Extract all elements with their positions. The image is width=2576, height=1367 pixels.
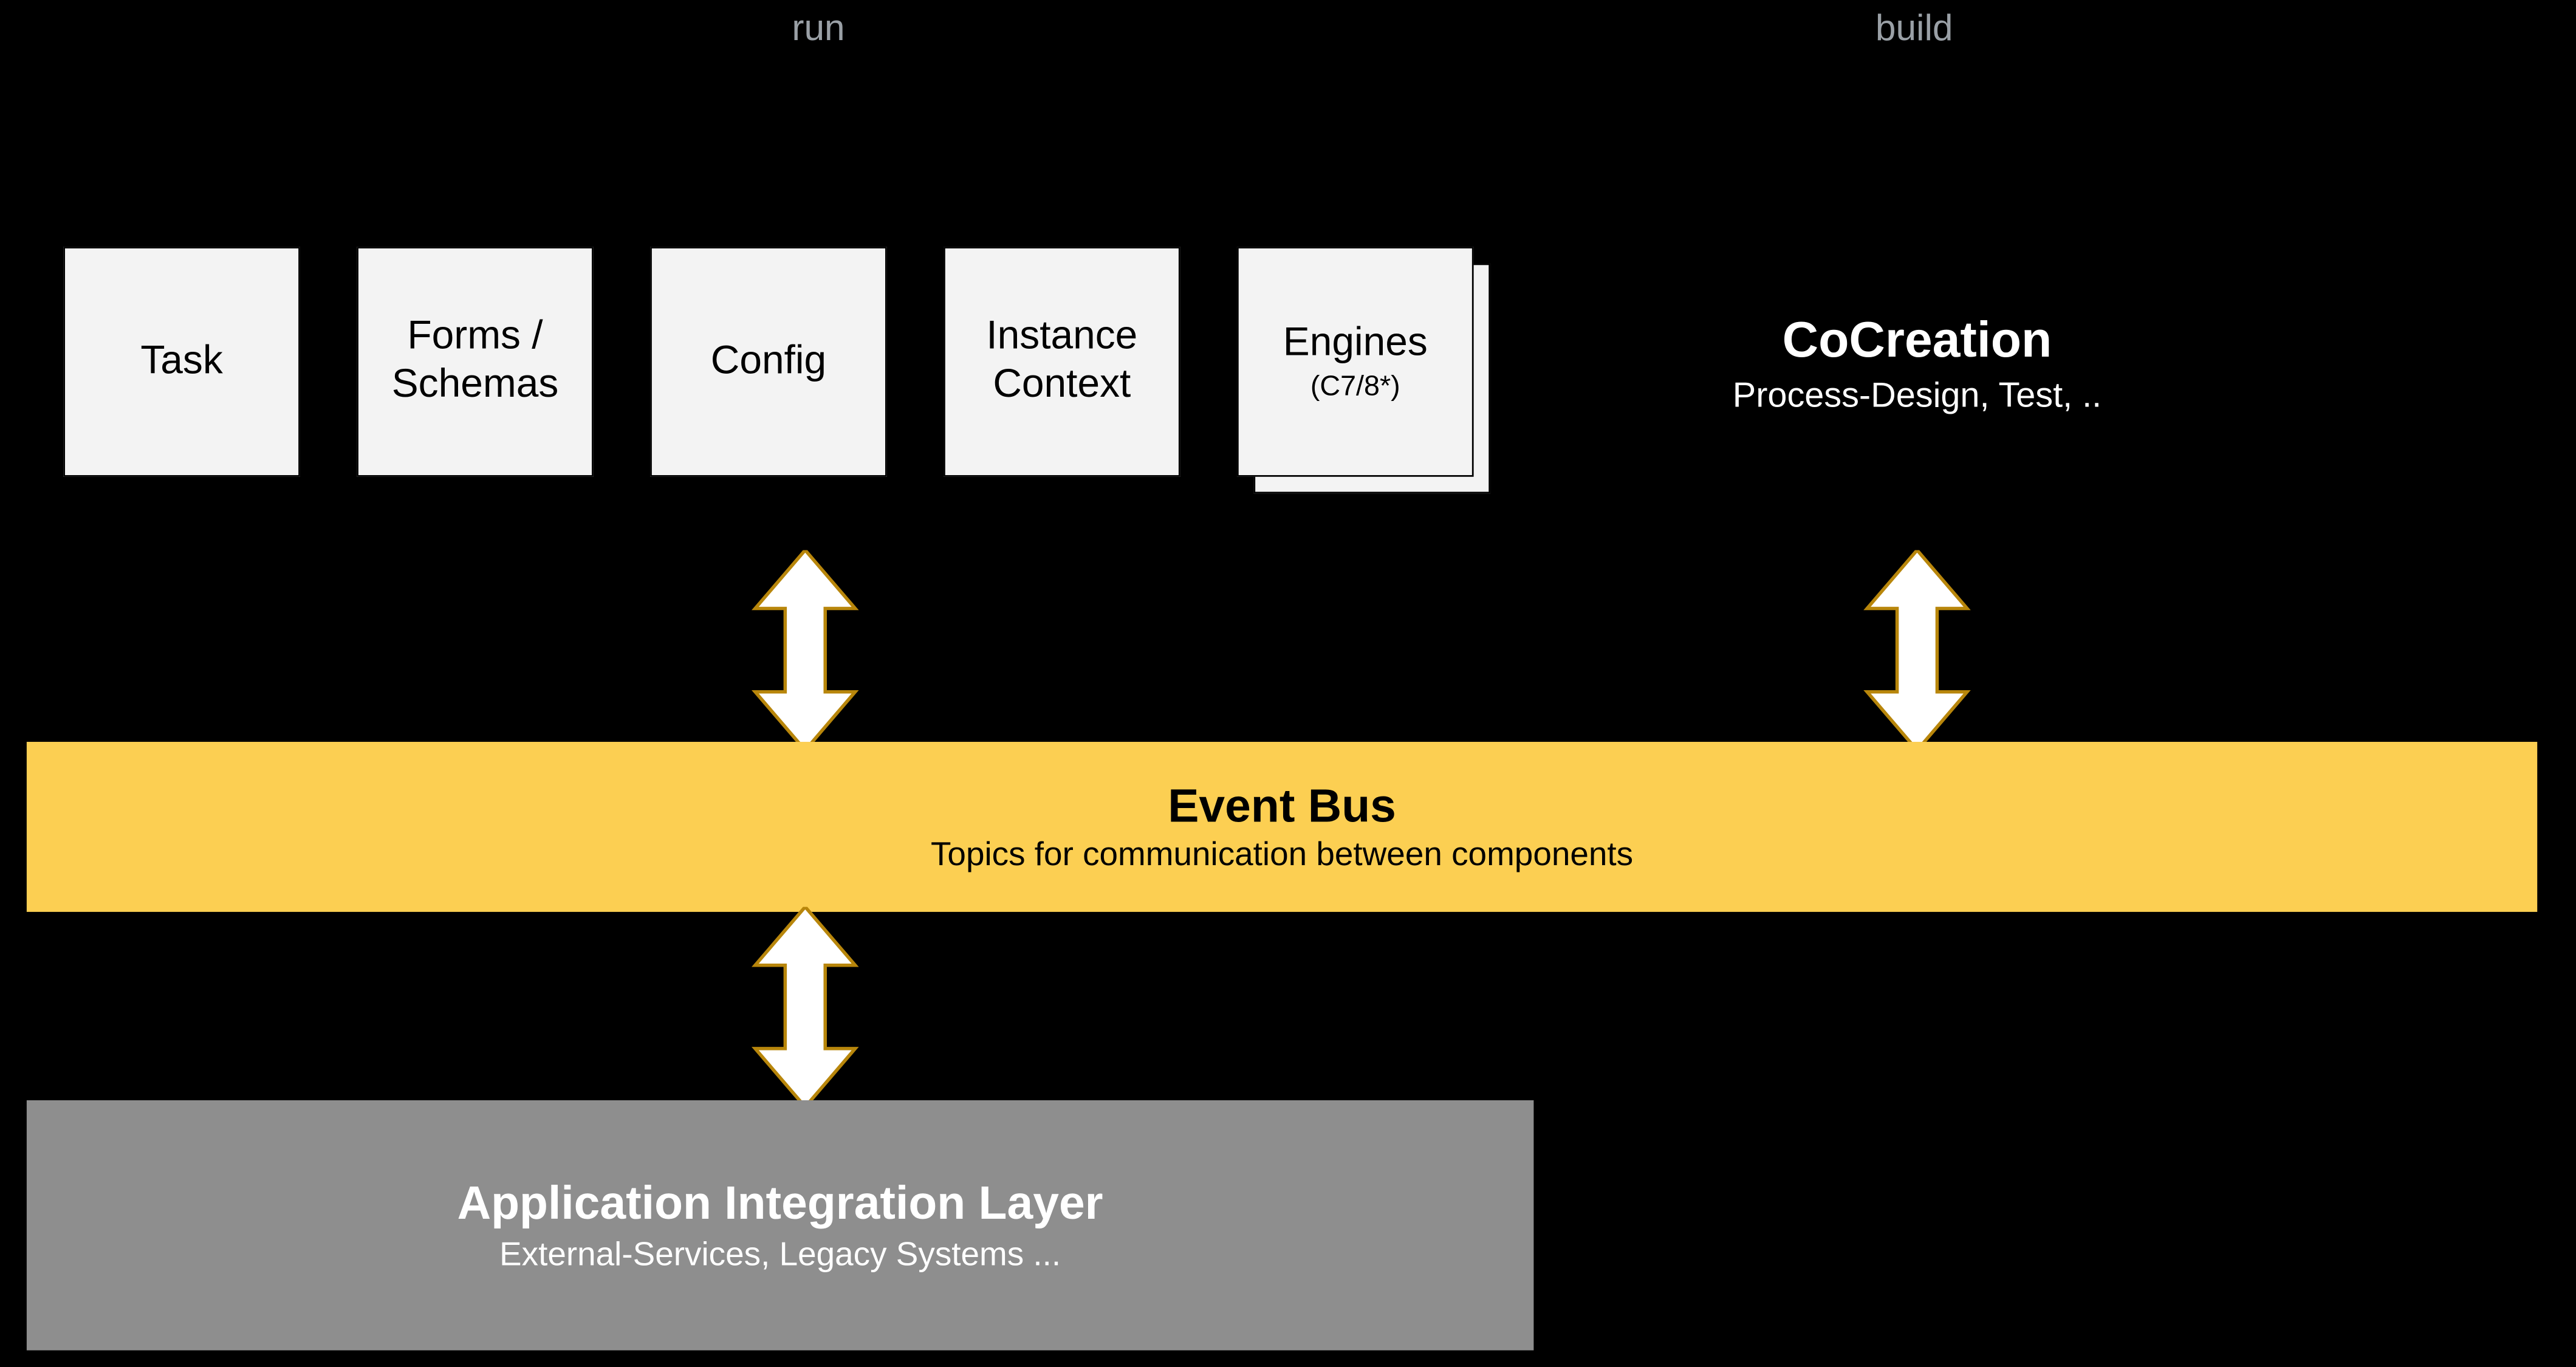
box-config: Config (650, 247, 887, 477)
cocreation-sub: Process-Design, Test, .. (1684, 377, 2150, 417)
box-config-title: Config (711, 338, 826, 386)
box-instance-title: Instance Context (986, 313, 1137, 409)
integration-layer-bar: Application Integration Layer External-S… (27, 1100, 1533, 1351)
event-bus-title: Event Bus (1168, 779, 1396, 833)
box-engines-title: Engines (1283, 320, 1428, 368)
integration-sub: External-Services, Legacy Systems ... (499, 1236, 1061, 1275)
double-arrow-icon (747, 550, 863, 750)
event-bus-sub: Topics for communication between compone… (931, 836, 1633, 874)
box-forms-title: Forms / Schemas (392, 313, 559, 409)
box-engines-sub: (C7/8*) (1310, 371, 1400, 404)
section-label-build: build (1875, 7, 1953, 50)
box-task-title: Task (140, 338, 222, 386)
integration-title: Application Integration Layer (457, 1176, 1103, 1230)
cocreation-title: CoCreation (1684, 313, 2150, 370)
double-arrow-icon (747, 907, 863, 1107)
box-engines: Engines (C7/8*) (1237, 247, 1474, 477)
section-label-run: run (792, 7, 844, 50)
cocreation-block: CoCreation Process-Design, Test, .. (1684, 313, 2150, 417)
event-bus-bar: Event Bus Topics for communication betwe… (27, 742, 2537, 912)
box-task: Task (63, 247, 300, 477)
box-forms: Forms / Schemas (357, 247, 594, 477)
box-instance: Instance Context (944, 247, 1180, 477)
double-arrow-icon (1858, 550, 1975, 750)
